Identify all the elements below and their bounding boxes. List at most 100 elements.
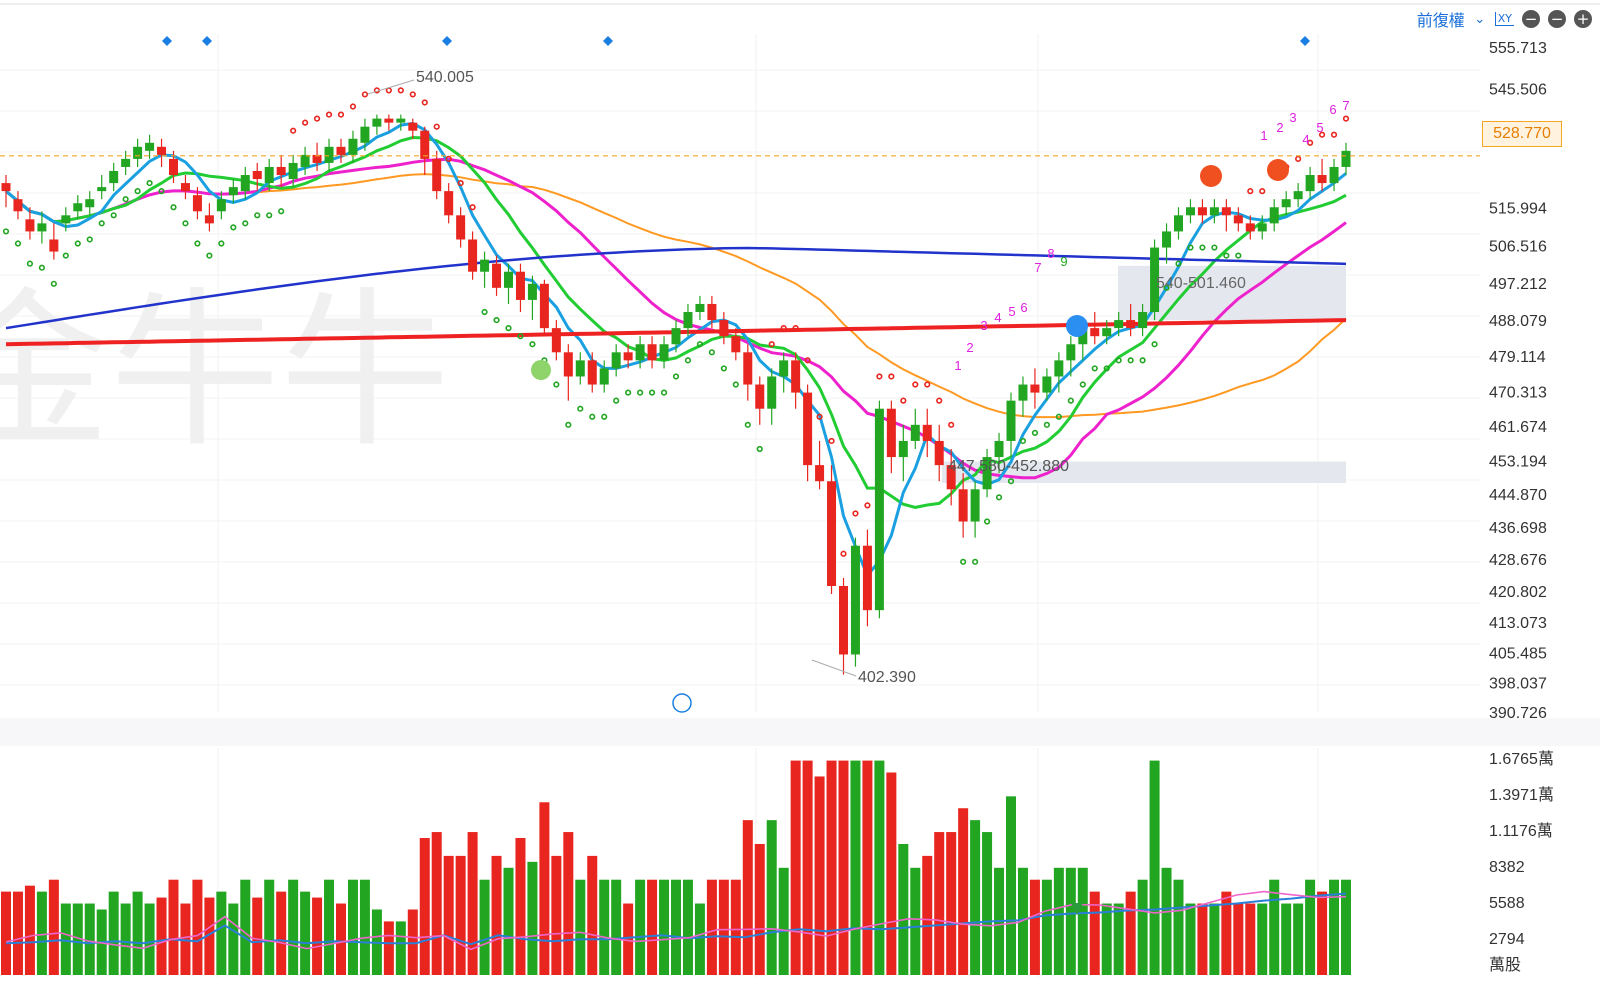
td-count-label: 5	[1008, 304, 1015, 319]
candle-body	[1293, 191, 1303, 200]
candle-body	[659, 344, 669, 361]
candle-body	[1221, 207, 1231, 216]
volume-bar	[898, 843, 909, 975]
sar-dot	[852, 510, 859, 517]
volume-bar	[611, 879, 622, 975]
volume-bar	[419, 838, 430, 975]
volume-bar	[515, 838, 526, 975]
sar-dot	[433, 123, 440, 130]
volume-bar	[12, 891, 23, 975]
volume-bar	[168, 879, 179, 975]
candle-body	[1066, 344, 1076, 361]
sar-dot	[648, 389, 656, 396]
price-tick-label: 436.698	[1489, 520, 1547, 537]
candle-body	[240, 175, 250, 192]
sar-dot	[1151, 341, 1158, 348]
sar-dot	[1259, 188, 1266, 195]
candle-body	[252, 170, 262, 180]
minus-circle-icon[interactable]: −	[1522, 10, 1540, 28]
volume-bar	[910, 867, 921, 975]
sar-dot	[1007, 478, 1015, 485]
volume-tick-label: 8382	[1489, 859, 1525, 876]
sar-dot	[134, 188, 141, 195]
volume-bar	[539, 802, 550, 975]
candle-body	[264, 166, 274, 184]
candle-body	[970, 489, 980, 522]
volume-tick-label: 萬股	[1489, 956, 1521, 974]
candle-body	[695, 303, 705, 313]
sar-dot	[876, 373, 883, 380]
td-count-label: 1	[954, 358, 961, 373]
sar-dot	[768, 341, 775, 348]
sar-dot	[1067, 397, 1074, 404]
volume-bar	[1305, 879, 1316, 975]
search-icon	[672, 693, 692, 713]
volume-bar	[527, 861, 538, 975]
volume-bar	[1149, 760, 1160, 975]
volume-bar	[1065, 867, 1076, 975]
volume-bar	[300, 891, 311, 975]
td-count-label: 9	[1060, 254, 1067, 269]
candle-body	[815, 465, 825, 482]
sar-dot	[1091, 365, 1098, 372]
sar-dot	[457, 179, 464, 187]
volume-bar	[455, 855, 466, 975]
sar-dot	[792, 325, 799, 332]
price-annotations: 540.005 402.390 447.580-452.880 540-501.460…	[0, 69, 1480, 686]
sar-dot	[948, 421, 955, 428]
axis-toggle-icon[interactable]: XY	[1494, 12, 1514, 26]
current-price-tag: 528.770	[1482, 121, 1562, 147]
candle-body	[1174, 215, 1183, 232]
sar-dot	[684, 357, 692, 364]
candle-body	[850, 545, 860, 655]
sar-dot	[86, 236, 93, 243]
volume-axis: 1.6765萬 1.3971萬 1.1176萬 8382 5588 2794 萬股	[1489, 750, 1554, 974]
sar-dot	[421, 99, 428, 106]
candle-body	[1197, 207, 1207, 216]
sar-dot	[983, 518, 991, 525]
zoom-out-icon[interactable]: −	[1548, 10, 1566, 28]
sar-dot	[565, 421, 572, 428]
volume-bar	[60, 903, 71, 975]
candle-body	[647, 344, 657, 361]
sar-dot	[1019, 437, 1027, 445]
price-adjust-select[interactable]: 前復權	[1416, 11, 1465, 30]
sar-dot	[110, 212, 117, 219]
td-count-label: 4	[1302, 132, 1309, 147]
sar-dot	[900, 397, 907, 404]
candle-body	[73, 203, 83, 212]
volume-bar	[886, 772, 897, 975]
candle-body	[874, 408, 884, 611]
ma120-line	[5, 246, 1347, 330]
volume-bar	[635, 879, 646, 975]
volume-bar	[24, 885, 35, 975]
candle-body	[85, 199, 95, 208]
volume-bar	[1173, 879, 1184, 975]
sar-dot	[74, 240, 81, 247]
volume-bar	[336, 903, 346, 975]
sar-dot	[1235, 252, 1242, 259]
volume-bar	[359, 879, 370, 975]
candle-body	[1102, 328, 1112, 337]
candle-body	[515, 271, 525, 300]
volume-bar	[1233, 903, 1244, 975]
candle-body	[1090, 328, 1100, 337]
sar-dot	[409, 91, 416, 98]
volume-tick-label: 2794	[1489, 931, 1525, 948]
volume-bar	[934, 832, 945, 975]
candle-body	[360, 126, 370, 143]
volume-bar	[1101, 903, 1112, 975]
sar-dot	[828, 437, 835, 445]
candle-body	[539, 283, 549, 329]
candle-body	[1162, 231, 1172, 248]
candle-body	[1042, 376, 1052, 393]
sar-dot	[995, 494, 1003, 501]
watermark: 金牛牛	[0, 273, 450, 471]
diamond-marker	[442, 36, 452, 46]
candlestick-series	[1, 114, 1351, 675]
price-tick-label: 420.802	[1489, 584, 1547, 601]
chevron-down-icon[interactable]: ⌄	[1474, 11, 1486, 26]
zoom-in-icon[interactable]: +	[1574, 10, 1592, 28]
volume-bar	[671, 879, 681, 975]
